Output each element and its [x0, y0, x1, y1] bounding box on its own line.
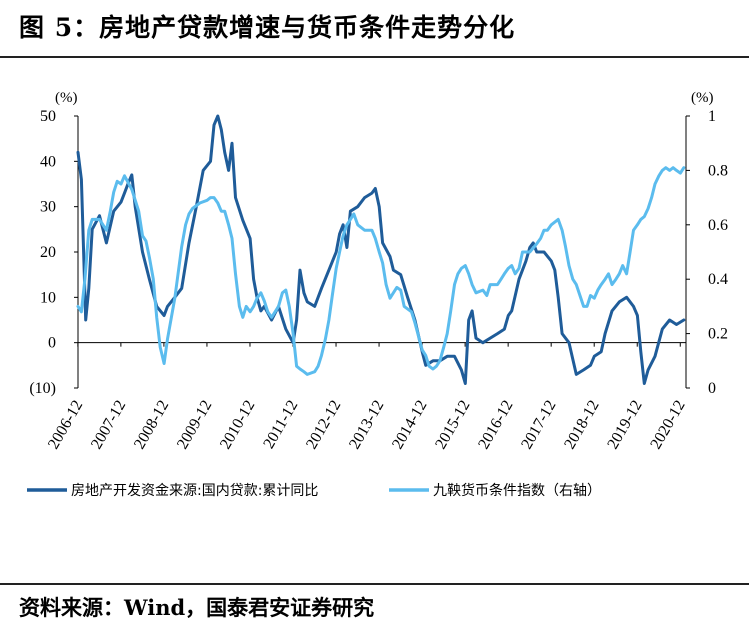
- source-note: 资料来源：Wind，国泰君安证券研究: [19, 595, 375, 620]
- x-tick-label: 2015-12: [432, 398, 473, 453]
- right-tick-label: 1: [708, 108, 716, 125]
- x-tick-label: 2012-12: [303, 398, 344, 453]
- left-tick-label: 10: [40, 289, 56, 306]
- right-axis-unit: (%): [691, 90, 714, 106]
- series-line-monetary-conditions: [76, 166, 686, 376]
- right-tick-label: 0.6: [708, 217, 728, 234]
- x-tick-label: 2014-12: [389, 398, 430, 453]
- left-tick-label: 30: [40, 199, 56, 216]
- chart-area: (10) 0 10 20 30 40 50 0 0.2 0.4 0.6 0.8 1 (%) (%) 2006-…: [27, 90, 728, 499]
- right-tick-label: 0: [708, 380, 716, 397]
- axes-layer: [74, 115, 690, 389]
- x-tick-label: 2013-12: [346, 398, 387, 453]
- series-line-real-estate-loans: [76, 114, 686, 385]
- x-tick-label: 2019-12: [604, 398, 645, 453]
- x-tick-label: 2006-12: [45, 398, 86, 453]
- legend: 房地产开发资金来源:国内贷款:累计同比 九鞅货币条件指数（右轴）: [27, 482, 601, 499]
- top-rule: [0, 56, 749, 58]
- x-tick-label: 2010-12: [217, 398, 258, 453]
- x-tick-label: 2020-12: [647, 398, 688, 453]
- x-tick-label: 2018-12: [561, 398, 602, 453]
- bottom-rule: [0, 583, 749, 585]
- x-tick-label: 2008-12: [131, 398, 172, 453]
- left-tick-label: (10): [29, 380, 56, 397]
- x-tick-label: 2016-12: [475, 398, 516, 453]
- right-tick-label: 0.2: [708, 326, 728, 343]
- left-tick-label: 50: [40, 108, 56, 125]
- legend-label-monetary-conditions: 九鞅货币条件指数（右轴）: [433, 482, 601, 499]
- legend-label-real-estate-loans: 房地产开发资金来源:国内贷款:累计同比: [71, 483, 318, 499]
- left-tick-label: 20: [40, 244, 56, 261]
- figure-title: 图 5：房地产贷款增速与货币条件走势分化: [19, 13, 516, 42]
- left-tick-label: 40: [40, 153, 56, 170]
- x-tick-label: 2011-12: [260, 398, 301, 452]
- x-tick-label: 2009-12: [174, 398, 215, 453]
- right-tick-label: 0.4: [708, 271, 728, 288]
- x-tick-label: 2017-12: [518, 398, 559, 453]
- right-tick-label: 0.8: [708, 162, 728, 179]
- left-tick-label: 0: [48, 335, 56, 352]
- left-axis-unit: (%): [55, 90, 78, 106]
- series-layer: [76, 114, 686, 385]
- tick-label-layer: (10) 0 10 20 30 40 50 0 0.2 0.4 0.6 0.8 1 (%) (%) 2006-…: [29, 90, 728, 452]
- x-tick-label: 2007-12: [88, 398, 129, 453]
